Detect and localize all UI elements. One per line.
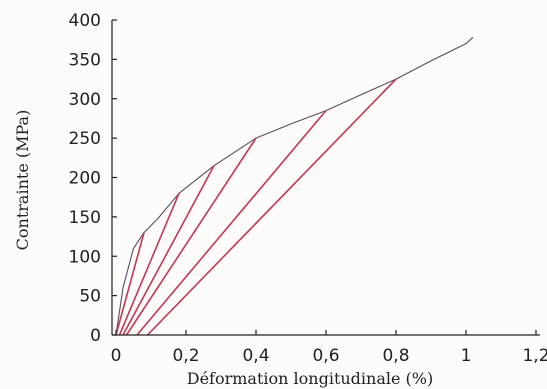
ticks: 0 0,2 0,4 0,6 0,8 1 1,2 0 50 100 150 200 250 300 350 40… (69, 11, 547, 366)
reloading-curve (115, 232, 145, 336)
y-tick-label: 200 (69, 169, 101, 189)
x-tick-label: 0,4 (242, 346, 269, 366)
x-tick-label: 0,8 (382, 346, 409, 366)
envelope-curve (115, 36, 474, 336)
reloading-curve (118, 192, 180, 336)
reloading-curve (146, 78, 397, 336)
y-tick-label: 100 (69, 247, 101, 267)
y-tick-label: 350 (69, 50, 101, 70)
plot-lines (115, 36, 474, 336)
y-tick-label: 0 (90, 326, 101, 346)
y-tick-label: 250 (69, 129, 101, 149)
y-tick-label: 300 (69, 90, 101, 110)
x-tick-label: 0,2 (172, 346, 199, 366)
x-tick-label: 0,6 (312, 346, 339, 366)
reloading-curve (136, 110, 327, 336)
y-axis-title: Contrainte (MPa) (13, 110, 32, 251)
y-tick-label: 50 (79, 287, 101, 307)
x-axis-title: Déformation longitudinale (%) (187, 369, 434, 388)
x-tick-label: 1,2 (522, 346, 547, 366)
x-tick-label: 0 (111, 346, 122, 366)
y-tick-label: 150 (69, 208, 101, 228)
y-tick-label: 400 (69, 11, 101, 31)
x-tick-label: 1 (461, 346, 472, 366)
reloading-curve (122, 165, 215, 336)
reloading-curve (125, 137, 257, 336)
